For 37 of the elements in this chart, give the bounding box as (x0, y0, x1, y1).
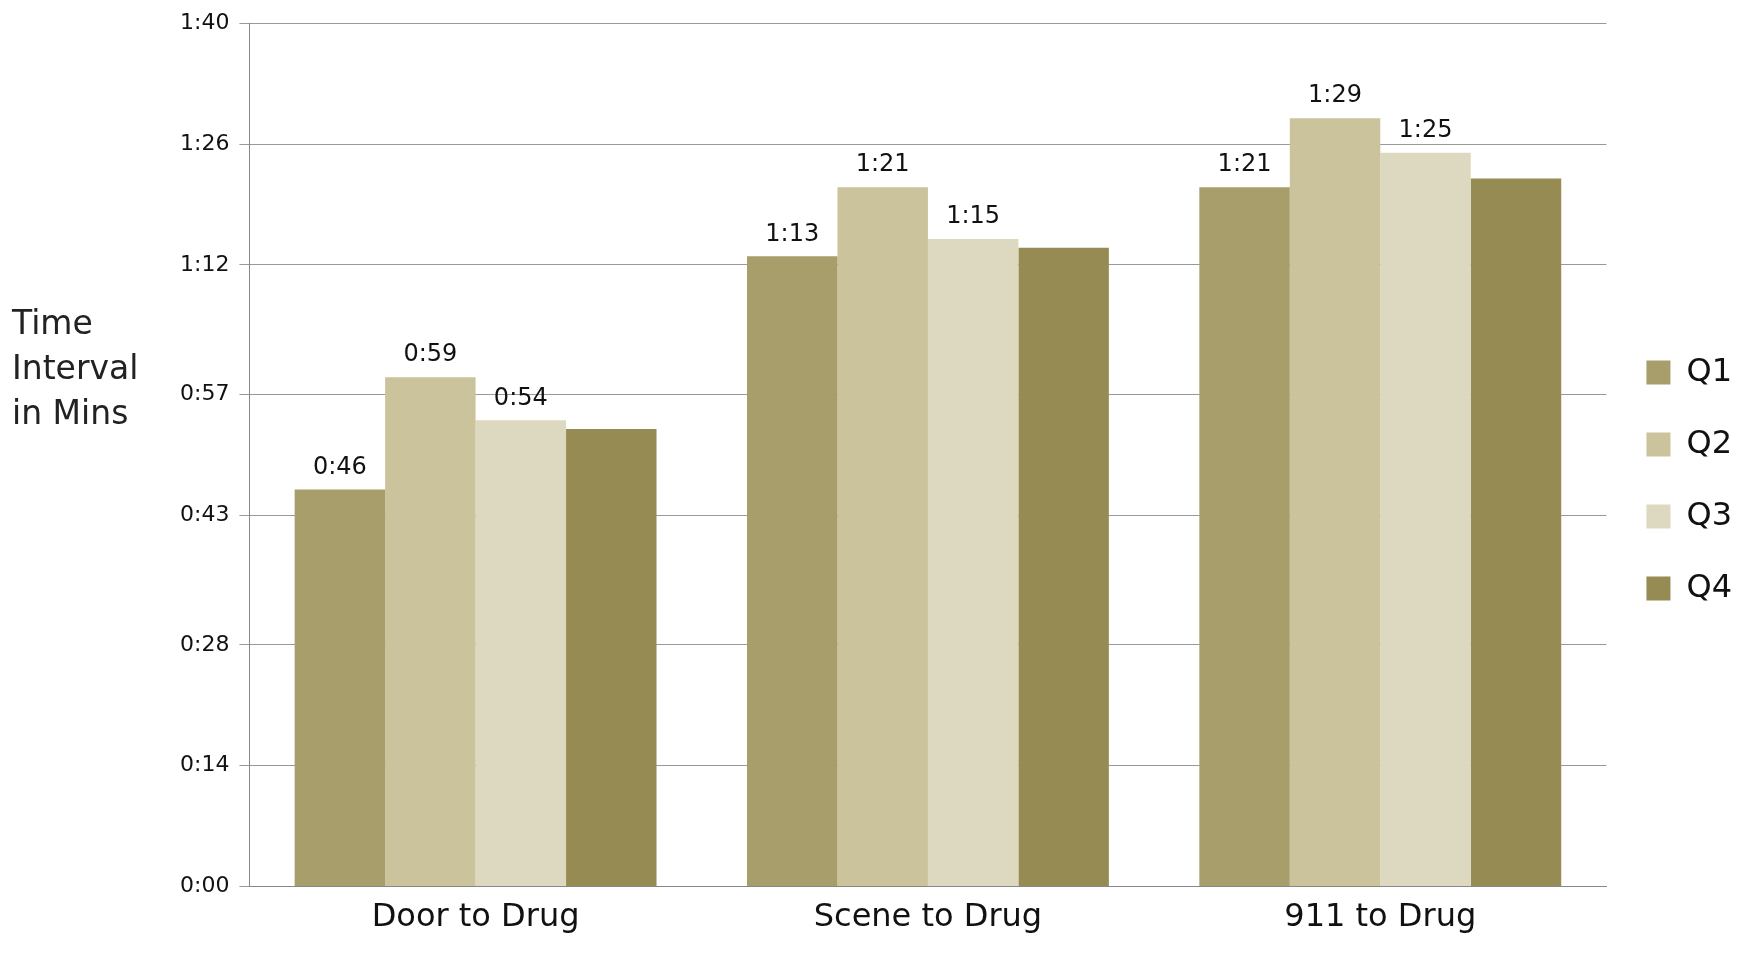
y-tick-label: 0:28 (180, 630, 230, 656)
y-axis-title: Time Interval in Mins (12, 302, 140, 434)
x-tick-label: 911 to Drug (1284, 896, 1477, 935)
y-tick-label: 0:00 (180, 872, 230, 898)
y-tick-label: 0:57 (180, 380, 230, 406)
data-label: 1:13 (765, 218, 820, 247)
bar (1018, 247, 1109, 887)
data-label: 1:15 (946, 201, 1001, 230)
legend-label: Q4 (1686, 566, 1732, 605)
x-tick-label: Scene to Drug (813, 896, 1043, 935)
y-tick-label: 1:40 (180, 8, 230, 34)
y-tick-label: 0:14 (180, 751, 230, 777)
bar (927, 239, 1019, 887)
bar (385, 377, 476, 887)
bar (1470, 178, 1562, 887)
bar (1380, 152, 1471, 887)
bar (566, 429, 657, 887)
data-label: 0:54 (493, 382, 548, 411)
data-label: 1:21 (855, 149, 910, 178)
bar (837, 187, 928, 887)
legend-label: Q2 (1686, 422, 1732, 461)
data-label: 1:29 (1308, 80, 1362, 109)
bar (1199, 187, 1290, 887)
bar (294, 489, 386, 887)
data-label: 0:46 (312, 451, 367, 480)
y-tick-label: 1:26 (180, 129, 230, 155)
legend-label: Q1 (1686, 350, 1732, 389)
legend-label: Q3 (1686, 494, 1732, 533)
bar (475, 420, 567, 887)
x-tick-label: Door to Drug (371, 896, 580, 935)
data-label: 0:59 (403, 339, 458, 368)
data-label: 1:25 (1398, 114, 1453, 143)
y-tick-label: 0:43 (180, 501, 230, 527)
bar (1289, 118, 1381, 887)
y-tick-label: 1:12 (180, 250, 230, 276)
data-label: 1:21 (1217, 149, 1272, 178)
bar (746, 256, 838, 887)
